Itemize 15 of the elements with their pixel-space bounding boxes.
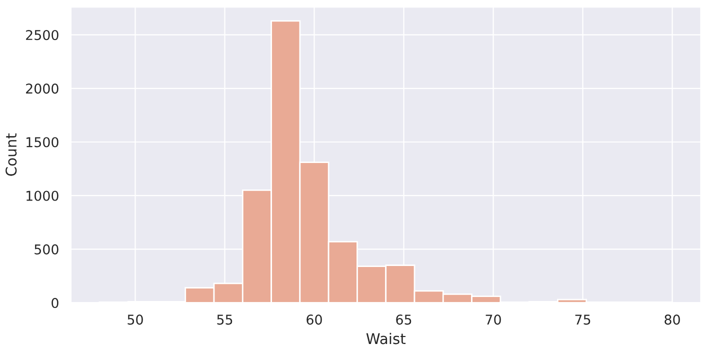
x-tick-label: 65 bbox=[396, 314, 412, 325]
y-tick-label: 1000 bbox=[26, 190, 58, 201]
y-tick-label: 500 bbox=[34, 244, 58, 254]
y-tick-label: 1500 bbox=[26, 137, 58, 148]
x-tick-label: 75 bbox=[575, 314, 590, 325]
x-tick-label: 80 bbox=[664, 314, 680, 325]
y-tick-label: 2500 bbox=[26, 30, 58, 40]
x-tick-label: 55 bbox=[217, 314, 232, 325]
x-axis-title: Waist bbox=[366, 332, 406, 344]
y-tick-label: 0 bbox=[52, 298, 58, 308]
x-tick-label: 60 bbox=[306, 314, 322, 325]
y-axis-title: Count bbox=[6, 133, 17, 176]
x-tick-label: 50 bbox=[128, 314, 143, 325]
y-tick-label: 2000 bbox=[26, 84, 58, 94]
x-tick-label: 70 bbox=[486, 314, 501, 325]
